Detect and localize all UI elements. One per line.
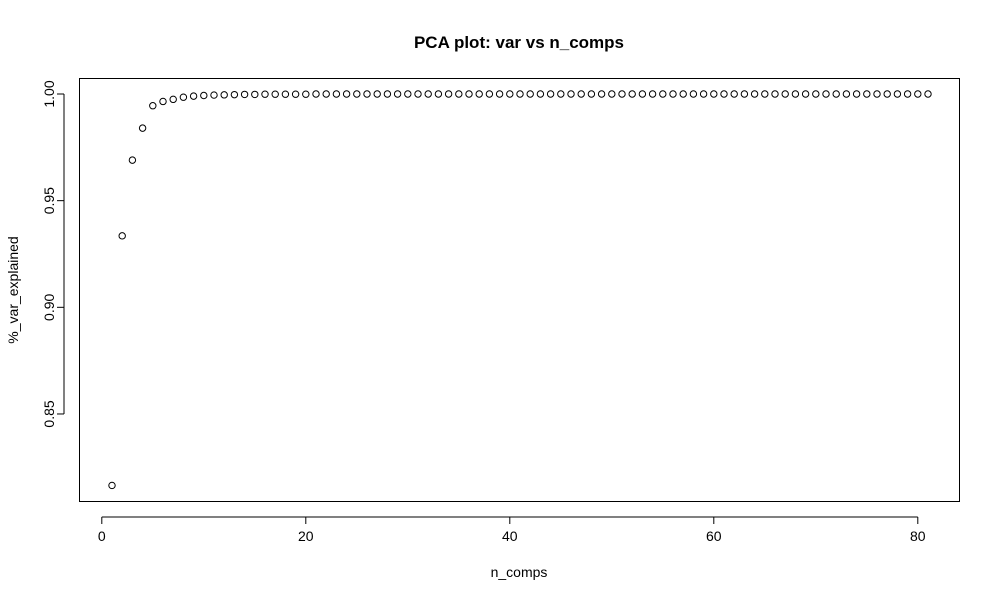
data-point <box>587 90 596 98</box>
data-point <box>842 90 851 98</box>
data-point <box>128 156 137 164</box>
data-point <box>597 90 606 98</box>
y-tick-label: 0.90 <box>41 293 57 320</box>
data-point <box>771 90 779 98</box>
data-point <box>393 90 402 98</box>
data-point <box>281 90 290 98</box>
data-point <box>618 90 626 98</box>
data-point <box>659 90 667 98</box>
plot-area-box <box>79 78 960 502</box>
data-point <box>200 91 208 100</box>
data-point <box>271 90 279 98</box>
x-tick-label: 40 <box>502 528 518 544</box>
data-point <box>679 90 687 98</box>
data-point <box>924 90 932 98</box>
data-point <box>465 90 473 98</box>
data-point <box>353 90 361 98</box>
data-point <box>567 90 575 98</box>
data-point <box>883 90 891 98</box>
data-point <box>608 90 616 98</box>
x-axis-title: n_comps <box>491 564 548 580</box>
data-point <box>240 90 249 99</box>
data-point <box>516 90 524 98</box>
data-point <box>536 90 545 98</box>
data-point <box>383 90 392 98</box>
data-point <box>332 90 341 98</box>
data-point <box>526 90 534 98</box>
data-point <box>312 90 320 98</box>
data-point <box>414 90 422 98</box>
data-point <box>322 90 330 98</box>
data-point <box>495 90 504 98</box>
data-point <box>291 90 300 98</box>
data-point <box>210 91 218 99</box>
data-point <box>373 90 381 98</box>
y-tick-label: 0.85 <box>41 400 57 427</box>
data-point <box>710 90 718 98</box>
data-point <box>220 91 228 99</box>
x-tick-label: 80 <box>910 528 926 544</box>
data-point <box>822 90 830 98</box>
data-point <box>852 90 861 98</box>
data-point <box>689 90 698 98</box>
data-point <box>230 90 239 99</box>
data-point <box>699 90 708 98</box>
y-axis: 0.85 0.90 0.95 1.00 <box>41 80 65 428</box>
data-point <box>302 90 310 98</box>
data-point <box>159 97 167 106</box>
y-tick-label: 1.00 <box>41 80 57 107</box>
data-point <box>557 90 565 98</box>
data-point <box>179 93 188 101</box>
data-point <box>750 90 759 98</box>
data-point <box>812 90 820 98</box>
data-point <box>648 90 657 98</box>
data-points <box>108 90 932 490</box>
data-point <box>251 90 259 99</box>
data-point <box>424 90 432 98</box>
data-point <box>638 90 647 98</box>
x-tick-label: 20 <box>298 528 314 544</box>
y-tick-label: 0.95 <box>41 187 57 214</box>
data-point <box>801 90 810 98</box>
data-point <box>434 90 443 98</box>
data-point <box>138 124 147 132</box>
data-point <box>720 90 728 98</box>
data-point <box>108 481 116 490</box>
data-point <box>261 90 269 98</box>
data-point <box>404 90 412 98</box>
data-point <box>169 95 177 104</box>
x-tick-label: 0 <box>98 528 106 544</box>
data-point <box>791 90 800 98</box>
data-point <box>189 92 198 100</box>
data-point <box>903 90 912 98</box>
data-point <box>455 90 463 98</box>
data-point <box>893 90 902 98</box>
data-point <box>475 90 483 98</box>
data-point <box>863 90 871 98</box>
y-axis-title: %_var_explained <box>5 236 21 343</box>
data-point <box>730 90 738 98</box>
data-point <box>781 90 789 98</box>
data-point <box>873 90 881 98</box>
data-point <box>546 90 555 98</box>
x-axis: 0 20 40 60 80 <box>98 516 926 544</box>
data-point <box>444 90 453 98</box>
data-point <box>761 90 769 98</box>
data-point <box>628 90 636 98</box>
data-point <box>740 90 749 98</box>
x-tick-label: 60 <box>706 528 722 544</box>
data-point <box>342 90 351 98</box>
data-point <box>118 232 126 240</box>
data-point <box>506 90 514 98</box>
data-point <box>577 90 585 98</box>
data-point <box>149 102 157 110</box>
data-point <box>669 90 677 98</box>
data-point <box>914 90 922 98</box>
chart-title: PCA plot: var vs n_comps <box>414 33 624 52</box>
data-point <box>485 90 494 98</box>
data-point <box>832 90 840 98</box>
data-point <box>363 90 371 98</box>
